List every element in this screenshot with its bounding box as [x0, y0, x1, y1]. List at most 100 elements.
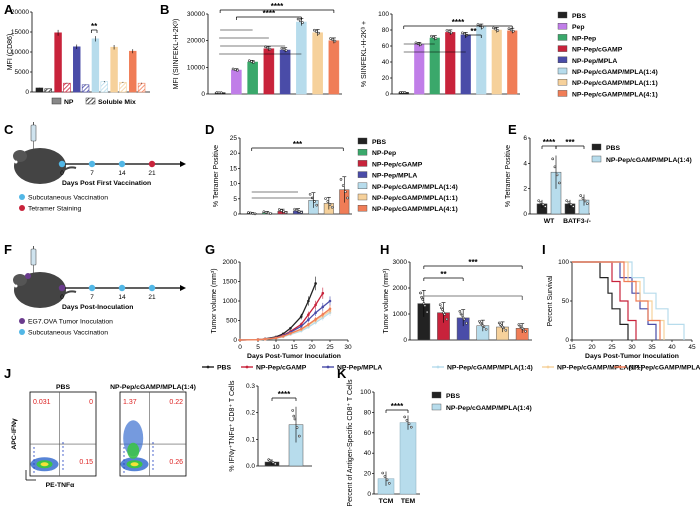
x-tick-label: 5: [256, 344, 260, 351]
y-tick-label: 0: [385, 91, 389, 98]
y-tick-label: 60: [364, 430, 372, 437]
legend-label-np-pep-cgamp-mpla-1-1: NP-Pep/cGAMP/MPLA(1:1): [557, 365, 643, 372]
quadrant-value-ul: 0.031: [33, 399, 51, 406]
legend-swatch-np-pep-mpla: [357, 171, 368, 178]
bar-np-np-pep-cgamp-mpla-4-1: [129, 50, 137, 93]
data-point: [420, 295, 423, 299]
data-point: [438, 303, 442, 306]
y-tick-label: 2000: [393, 285, 408, 292]
quadrant-value-ur: 0: [89, 399, 93, 406]
data-point: [463, 32, 466, 36]
survival-curve-np-pep-cgamp-mpla-4-1: [572, 261, 661, 340]
y-tick-label: 40: [382, 59, 390, 66]
data-point: [268, 47, 272, 51]
bar-np-pbs: [35, 87, 44, 93]
flow-title-1: PBS: [56, 384, 70, 391]
legend-swatch-np-pep: [357, 148, 368, 156]
panel-label-i: I: [542, 242, 546, 257]
bar-np-pep-cgamp-mpla-4-1: [328, 40, 340, 95]
y-tick-label: 2: [523, 186, 527, 193]
bar-np-pep-cgamp-mpla-1-1: [312, 32, 323, 95]
data-point: [423, 304, 427, 308]
mouse-icon: [14, 148, 66, 184]
y-tick-label: 60: [382, 43, 390, 50]
sig-marker: ****: [391, 402, 404, 411]
data-point: [292, 414, 296, 418]
data-point: [407, 422, 411, 426]
data-point: [507, 27, 511, 31]
data-point: [476, 23, 480, 26]
y-tick-label: 5: [233, 196, 237, 203]
legend-marker-np-pep-cgamp-mpla-1-4: [436, 365, 440, 369]
series-line-np-pep-cgamp: [239, 292, 324, 341]
data-point-np-pep-cgamp-mpla-4-1: [289, 332, 292, 335]
mouse-tail-icon: [63, 290, 77, 295]
data-point: [430, 34, 433, 38]
legend-swatch-np-pep-cgamp: [557, 45, 568, 52]
y-tick-label: 30000: [187, 11, 205, 18]
flow-plots-j: PBS 0.031 0 0.15 NP-Pep/cGAMP/MPLA(1:4) 1.37 0…: [11, 384, 196, 489]
panel-label-d: D: [205, 122, 214, 137]
y-axis-title: % Tetramer Positive: [505, 145, 512, 207]
data-point: [484, 327, 488, 331]
data-point: [282, 47, 286, 51]
event-dot: [123, 455, 125, 457]
bar-np-np-pep-cgamp-mpla-1-4: [91, 38, 100, 93]
syringe-icon: [30, 248, 37, 266]
data-point: [583, 199, 587, 203]
data-point: [504, 328, 508, 332]
data-point: [329, 37, 332, 40]
legend-g: PBS NP-Pep/cGAMP NP-Pep/MPLA NP-Pep/cGAMP/M…: [202, 365, 700, 372]
x-tick-label: 0: [238, 344, 242, 351]
bar-soluble-mix-np-pep-cgamp: [63, 82, 71, 93]
data-point: [293, 417, 297, 421]
data-point: [268, 459, 272, 462]
x-tick-label: 35: [648, 344, 656, 351]
legend-swatch-soluble: [85, 97, 96, 105]
y-tick-label: 2000: [223, 259, 238, 266]
density-peak: [130, 462, 139, 467]
data-point-np-pep-mpla: [307, 318, 310, 322]
y-tick-label: 4: [523, 160, 527, 167]
mouse-tail-icon: [63, 166, 77, 171]
data-point: [461, 316, 465, 320]
data-point: [295, 426, 299, 429]
bar-soluble-mix-np-pep-cgamp-mpla-1-1: [119, 82, 127, 93]
data-point: [266, 46, 270, 50]
panel-label-b: B: [160, 2, 169, 17]
mouse-icon: [14, 272, 66, 308]
data-point-pbs: [314, 282, 317, 285]
data-point: [539, 201, 543, 204]
bar-np-pep-cgamp-mpla-1-4: [296, 21, 307, 95]
y-axis-title: MFI (SIINFEKL-H-2Kᵇ): [173, 19, 180, 90]
y-tick-label: 0: [201, 91, 205, 98]
sig-marker: ***: [293, 140, 303, 149]
legend-marker-np-pep-cgamp: [245, 365, 249, 369]
legend-label-pbs: PBS: [572, 13, 586, 20]
event-dot: [152, 454, 154, 456]
data-point: [567, 201, 571, 204]
data-point: [219, 91, 223, 94]
data-point: [405, 419, 409, 422]
legend-label-tetramer-staining: Tetramer Staining: [28, 206, 81, 213]
data-point: [330, 205, 334, 209]
y-axis-title: MFI (CD86): [7, 34, 14, 71]
x-tick-label-wt: WT: [544, 218, 555, 225]
y-tick-label: 80: [364, 409, 372, 416]
chart-a: 0 5000 10000 15000 20000 MFI (CD86) ** NP Solubl…: [7, 9, 150, 106]
panel-label-g: G: [205, 242, 215, 257]
mouse-eye-icon: [14, 284, 18, 288]
y-tick-label: 0: [523, 211, 527, 218]
timeline-marker-day-14: [118, 160, 126, 168]
data-point: [231, 67, 235, 71]
data-point: [280, 209, 283, 212]
y-axis-title: % Tetramer Positive: [213, 145, 220, 207]
event-dot: [62, 460, 64, 462]
data-point: [233, 68, 237, 71]
x-tick-label: 25: [608, 344, 616, 351]
data-point-np-pep-cgamp-mpla-4-1: [307, 323, 310, 326]
data-point: [481, 25, 484, 29]
data-point: [450, 31, 453, 35]
